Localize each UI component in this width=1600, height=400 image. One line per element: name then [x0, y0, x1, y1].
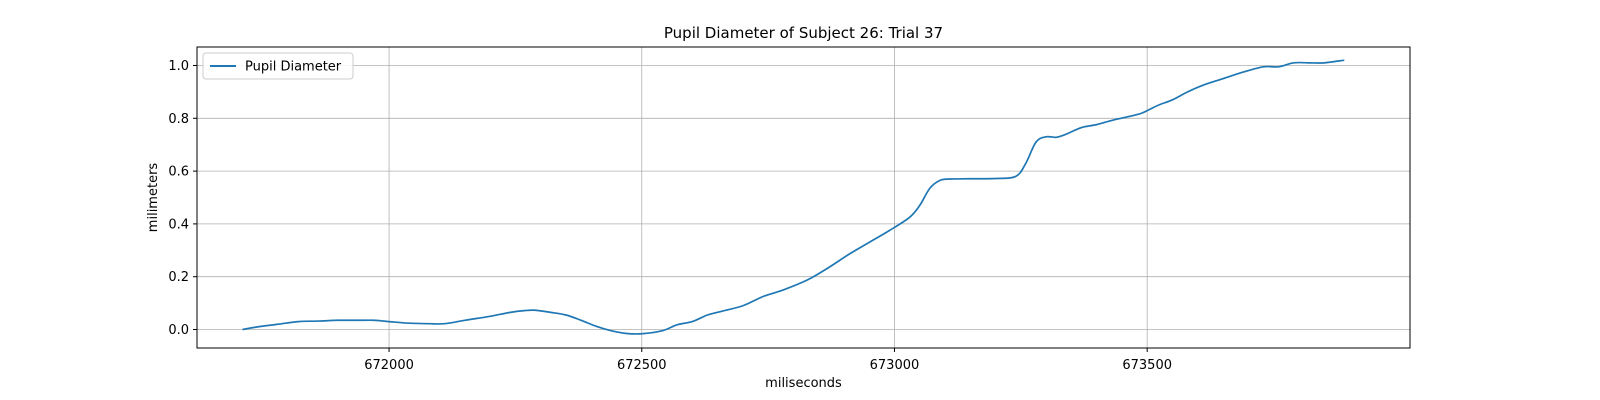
chart-title: Pupil Diameter of Subject 26: Trial 37 — [664, 24, 943, 42]
x-tick-label: 673000 — [870, 358, 920, 373]
axis-ticks: 672000 672500 673000 673500 0.0 0.2 0.4 0.6 0.8 1… — [168, 59, 1172, 373]
x-tick-label: 673500 — [1122, 358, 1172, 373]
y-tick-label: 0.6 — [168, 165, 189, 180]
grid-lines — [197, 47, 1410, 348]
y-tick-label: 0.2 — [168, 270, 189, 285]
legend: Pupil Diameter — [202, 52, 354, 80]
plot-frame — [196, 46, 1411, 349]
x-tick-label: 672000 — [364, 358, 414, 373]
y-tick-label: 1.0 — [168, 59, 189, 74]
series-layer — [242, 59, 1345, 335]
x-axis-label: miliseconds — [765, 376, 842, 391]
legend-box — [202, 52, 354, 80]
y-axis-label: milimeters — [146, 163, 161, 233]
legend-label: Pupil Diameter — [245, 60, 342, 75]
y-tick-label: 0.8 — [168, 112, 189, 127]
y-tick-label: 0.0 — [168, 323, 189, 338]
x-tick-label: 672500 — [617, 358, 667, 373]
series-line-pupil-diameter — [242, 59, 1345, 335]
y-tick-label: 0.4 — [168, 217, 189, 232]
